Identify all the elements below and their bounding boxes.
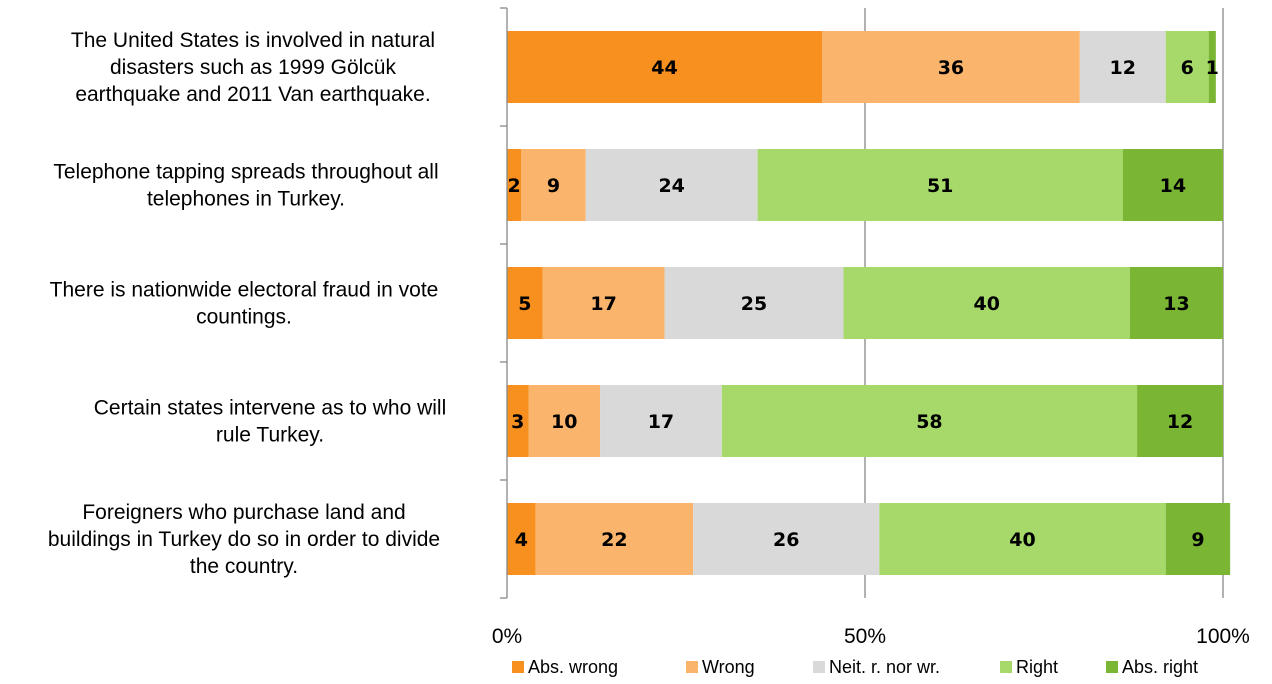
bar-segment [542,267,665,339]
bar-segment [1165,503,1231,575]
data-label: 58 [916,411,942,433]
category-label: There is nationwide electoral fraud in v… [50,279,439,329]
bar-segment [843,267,1130,339]
data-label: 3 [511,411,524,433]
legend-swatch [813,661,825,673]
category-label: The United States is involved in natural… [71,29,435,106]
data-label: 12 [1167,411,1193,433]
data-label: 13 [1163,293,1189,315]
bar-segment [1208,31,1216,103]
legend-label: Wrong [702,657,755,677]
bar-segment [600,385,722,457]
bar-segment [721,385,1138,457]
data-label: 17 [648,411,674,433]
bar-segment [507,149,522,221]
bar-segment [1137,385,1223,457]
bar-segment [822,31,1080,103]
bar-segment [1165,31,1209,103]
data-label: 36 [938,57,964,79]
data-label: 44 [651,57,677,79]
legend-label: Abs. wrong [528,657,618,677]
category-label: Certain states intervene as to who will r… [94,397,447,447]
data-label: 22 [601,529,627,551]
data-label: 9 [1191,529,1204,551]
legend-label: Abs. right [1122,657,1198,677]
data-label: 2 [508,175,521,197]
data-label: 25 [741,293,767,315]
x-tick-label: 100% [1196,625,1250,648]
data-label: 4 [515,529,528,551]
data-label: 9 [547,175,560,197]
bar-segment [1129,267,1223,339]
data-label: 14 [1160,175,1186,197]
legend-swatch [1000,661,1012,673]
data-label: 6 [1181,57,1194,79]
legend-item: Right [1000,657,1058,677]
x-tick-label: 0% [492,625,522,648]
x-tick-label: 50% [844,625,886,648]
x-tick-labels: 0% 50% 100% [492,625,1250,648]
bars: 44 36 12 6 12 9 24 51 145 17 25 40 133 10 17 58 124 22 26 4… [507,31,1231,575]
data-label: 40 [973,293,999,315]
bar-segment [507,503,536,575]
category-labels: The United States is involved in natural… [48,29,446,578]
data-label: 24 [658,175,684,197]
legend-item: Wrong [686,657,755,677]
data-label: 10 [551,411,577,433]
data-label: 51 [927,175,953,197]
bar-segment [507,267,543,339]
category-label: Foreigners who purchase land and building… [48,501,440,578]
data-label: 40 [1009,529,1035,551]
bar-segment [879,503,1166,575]
legend-item: Abs. right [1106,657,1198,677]
bar-segment [507,385,529,457]
legend: Abs. wrong Wrong Neit. r. nor wr. Right Abs.… [512,657,1198,677]
bar-segment [693,503,880,575]
bar-segment [535,503,694,575]
legend-item: Neit. r. nor wr. [813,657,940,677]
legend-swatch [1106,661,1118,673]
bar-segment [585,149,758,221]
data-label: 12 [1110,57,1136,79]
legend-item: Abs. wrong [512,657,618,677]
bar-segment [521,149,586,221]
bar-segment [1122,149,1223,221]
bar-segment [528,385,601,457]
legend-label: Right [1016,657,1058,677]
category-label: Telephone tapping spreads throughout all… [53,161,438,211]
data-label: 5 [518,293,531,315]
bar-segment [507,31,823,103]
y-axis [500,7,508,599]
bar-segment [757,149,1123,221]
bar-segment [664,267,844,339]
legend-label: Neit. r. nor wr. [829,657,940,677]
legend-swatch [686,661,698,673]
legend-swatch [512,661,524,673]
bar-segment [1079,31,1166,103]
data-label: 1 [1206,57,1219,79]
data-label: 17 [590,293,616,315]
data-label: 26 [773,529,799,551]
